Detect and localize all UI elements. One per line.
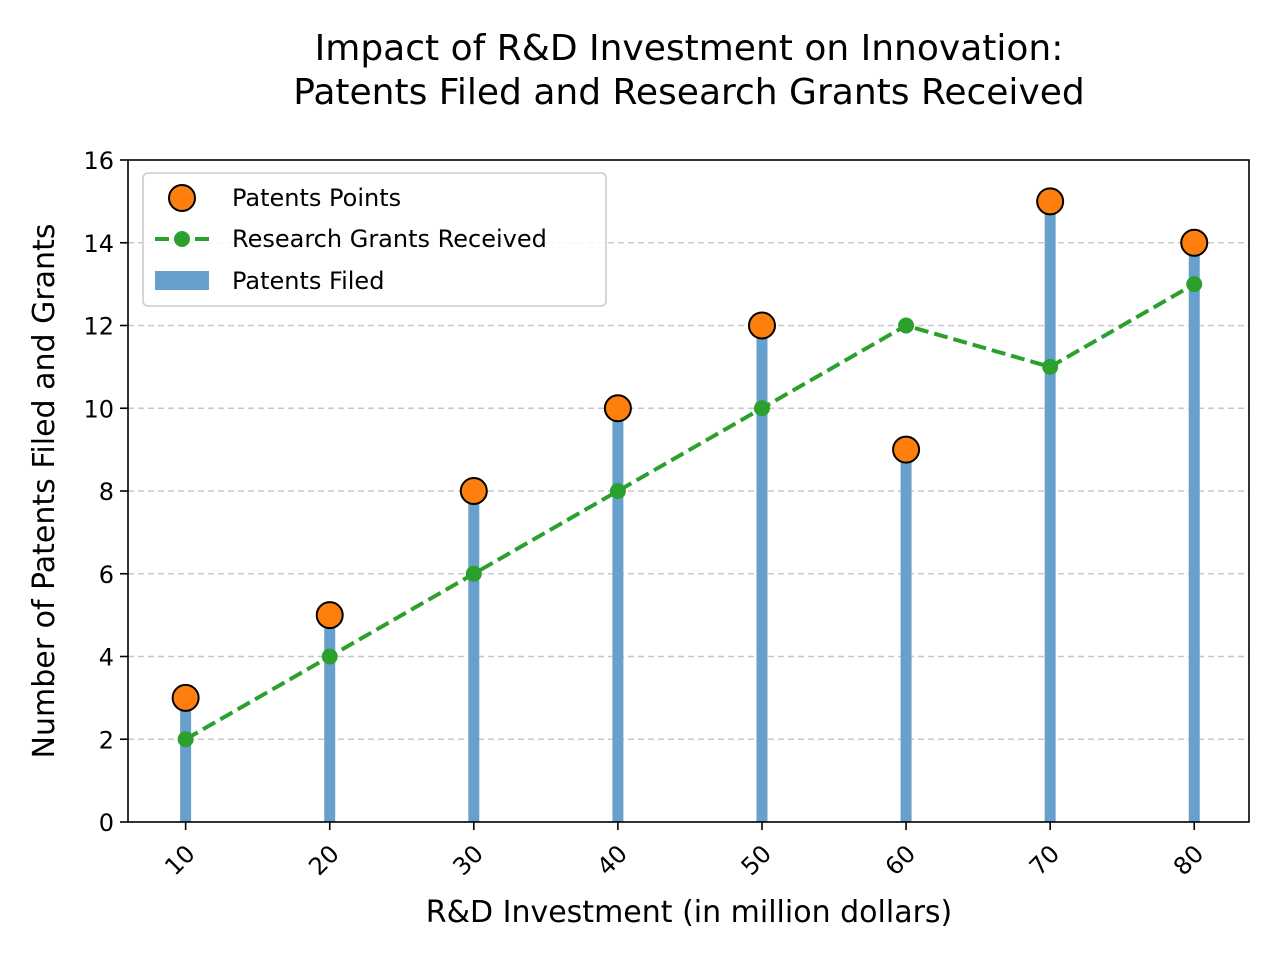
grants-line: [184, 282, 1196, 741]
bar: [180, 697, 192, 822]
legend-line-marker-icon: [174, 231, 190, 247]
x-axis-ticks: 10 20 30 40 50 60 70 80: [159, 822, 1209, 881]
x-tick-label: 30: [447, 840, 488, 881]
patents-point: [747, 311, 776, 340]
grants-point: [1042, 358, 1059, 375]
patents-point: [171, 683, 200, 712]
bar: [900, 449, 912, 822]
grid-lines: [128, 241, 1249, 741]
grants-point: [609, 483, 626, 499]
x-tick-label: 60: [880, 840, 921, 881]
bar: [324, 615, 336, 822]
y-tick-label: 14: [83, 230, 114, 258]
grants-point: [465, 565, 482, 582]
grants-point: [898, 317, 915, 334]
x-tick-label: 10: [159, 840, 200, 881]
patents-point: [1180, 228, 1209, 257]
legend-box: [142, 172, 607, 307]
y-tick-label: 0: [99, 809, 114, 837]
x-tick-label: 50: [736, 840, 777, 881]
grants-point: [177, 731, 194, 748]
line-series-research-grants: [177, 276, 1203, 748]
legend-marker-icon: [168, 184, 196, 212]
legend: Patents Points Research Grants Received …: [142, 172, 607, 307]
y-tick-label: 8: [99, 478, 114, 506]
bar: [1044, 201, 1056, 822]
patents-point: [459, 477, 488, 505]
grants-point: [1186, 276, 1203, 293]
x-tick-label: 20: [303, 840, 344, 881]
y-tick-label: 2: [99, 726, 114, 754]
y-tick-label: 12: [83, 313, 114, 341]
patents-point: [315, 601, 344, 630]
y-tick-label: 6: [99, 561, 114, 589]
patents-point: [1036, 187, 1065, 216]
marker-series-patents-points: [171, 187, 1209, 712]
x-tick-label: 70: [1024, 840, 1065, 881]
y-tick-label: 16: [83, 147, 114, 175]
y-axis-label: Number of Patents Filed and Grants: [27, 224, 62, 759]
patents-point: [603, 394, 632, 423]
y-tick-label: 10: [83, 395, 114, 423]
grants-point: [753, 400, 770, 417]
y-tick-label: 4: [99, 644, 114, 672]
legend-label-patents-filed: Patents Filed: [232, 267, 384, 295]
legend-label-research-grants: Research Grants Received: [232, 225, 547, 253]
patents-point: [892, 435, 921, 464]
bar-series-patents-filed: [180, 201, 1200, 822]
bar: [1188, 242, 1200, 822]
chart-title-line1: Impact of R&D Investment on Innovation:: [315, 28, 1064, 69]
bar: [612, 408, 624, 822]
bar: [468, 491, 480, 822]
x-tick-label: 40: [592, 840, 633, 881]
x-axis-label: R&D Investment (in million dollars): [426, 895, 953, 930]
chart-title-line2: Patents Filed and Research Grants Receiv…: [293, 72, 1085, 113]
legend-label-patents-points: Patents Points: [232, 184, 401, 212]
y-axis-ticks: 0 2 4 6 8 10 12 14 16: [83, 147, 128, 837]
legend-bar-icon: [155, 271, 209, 290]
grants-point: [321, 648, 338, 665]
x-tick-label: 80: [1168, 840, 1209, 881]
bar: [756, 325, 768, 822]
